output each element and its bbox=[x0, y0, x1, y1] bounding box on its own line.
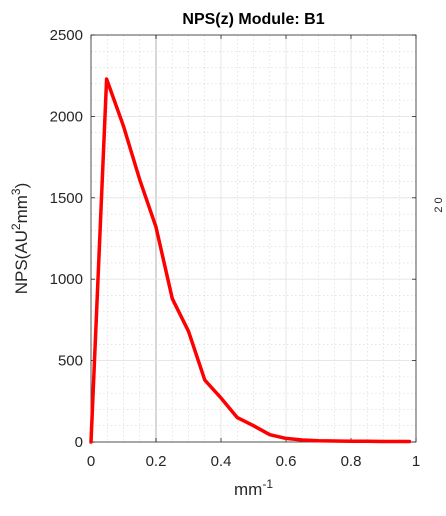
x-tick-label: 0.4 bbox=[211, 453, 232, 470]
y-tick-label: 2500 bbox=[50, 27, 83, 44]
y-axis-label-mid: mm bbox=[12, 195, 31, 223]
x-tick-label: 0.8 bbox=[341, 453, 362, 470]
y-tick-label: 1000 bbox=[50, 271, 83, 288]
y-tick-label: 0 bbox=[75, 434, 83, 451]
y-tick-labels: 0 500 1000 1500 2000 2500 bbox=[50, 27, 83, 451]
y-tick-label: 1500 bbox=[50, 190, 83, 207]
x-tick-label: 0.6 bbox=[276, 453, 297, 470]
x-axis-label: mm-1 bbox=[234, 477, 273, 499]
x-axis-label-text: mm bbox=[234, 480, 262, 499]
x-tick-label: 1 bbox=[412, 453, 420, 470]
y-tick-label: 500 bbox=[58, 353, 83, 370]
clipped-neighbor-label: 2 0 bbox=[433, 197, 445, 212]
series-line bbox=[89, 77, 412, 444]
x-tick-labels: 0 0.2 0.4 0.6 0.8 1 bbox=[87, 453, 420, 470]
x-tick-label: 0 bbox=[87, 453, 95, 470]
y-axis-label-suffix: ) bbox=[12, 183, 31, 189]
series-layer bbox=[89, 77, 412, 444]
y-axis-label-prefix: NPS(AU bbox=[12, 230, 31, 294]
y-axis-label-sup-1: 2 bbox=[9, 223, 23, 230]
plot-area-border bbox=[90, 34, 417, 443]
y-tick-label: 2000 bbox=[50, 108, 83, 125]
chart-title: NPS(z) Module: B1 bbox=[182, 11, 324, 28]
y-axis-label-sup-2: 3 bbox=[9, 188, 23, 195]
x-axis-label-superscript: -1 bbox=[262, 477, 273, 491]
y-axis-label: NPS(AU2mm3) bbox=[9, 183, 31, 295]
x-tick-label: 0.2 bbox=[146, 453, 167, 470]
